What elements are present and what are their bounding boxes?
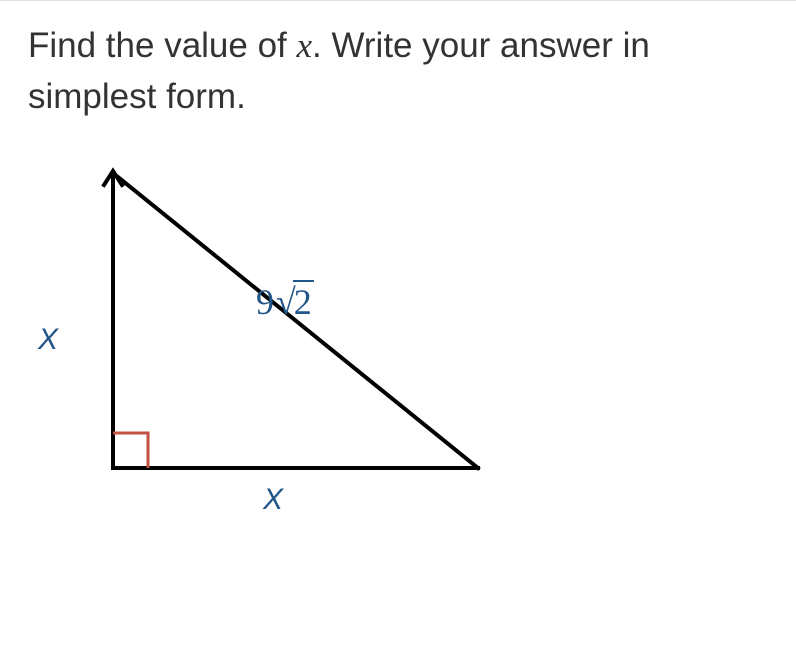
hyp-coeff: 9 — [256, 282, 274, 322]
sqrt-icon: √2 — [274, 281, 314, 323]
triangle-diagram: X X 9√2 — [38, 163, 488, 523]
label-leg-horizontal: X — [263, 483, 283, 517]
right-angle-marker — [113, 433, 148, 468]
hyp-radicand: 2 — [293, 280, 314, 322]
triangle-svg — [38, 163, 488, 523]
question-prefix: Find the value of — [28, 26, 297, 65]
label-leg-vertical: X — [38, 323, 58, 357]
question-text: Find the value of x. Write your answer i… — [28, 21, 768, 123]
label-hypotenuse: 9√2 — [256, 281, 314, 323]
question-variable: x — [297, 26, 313, 65]
